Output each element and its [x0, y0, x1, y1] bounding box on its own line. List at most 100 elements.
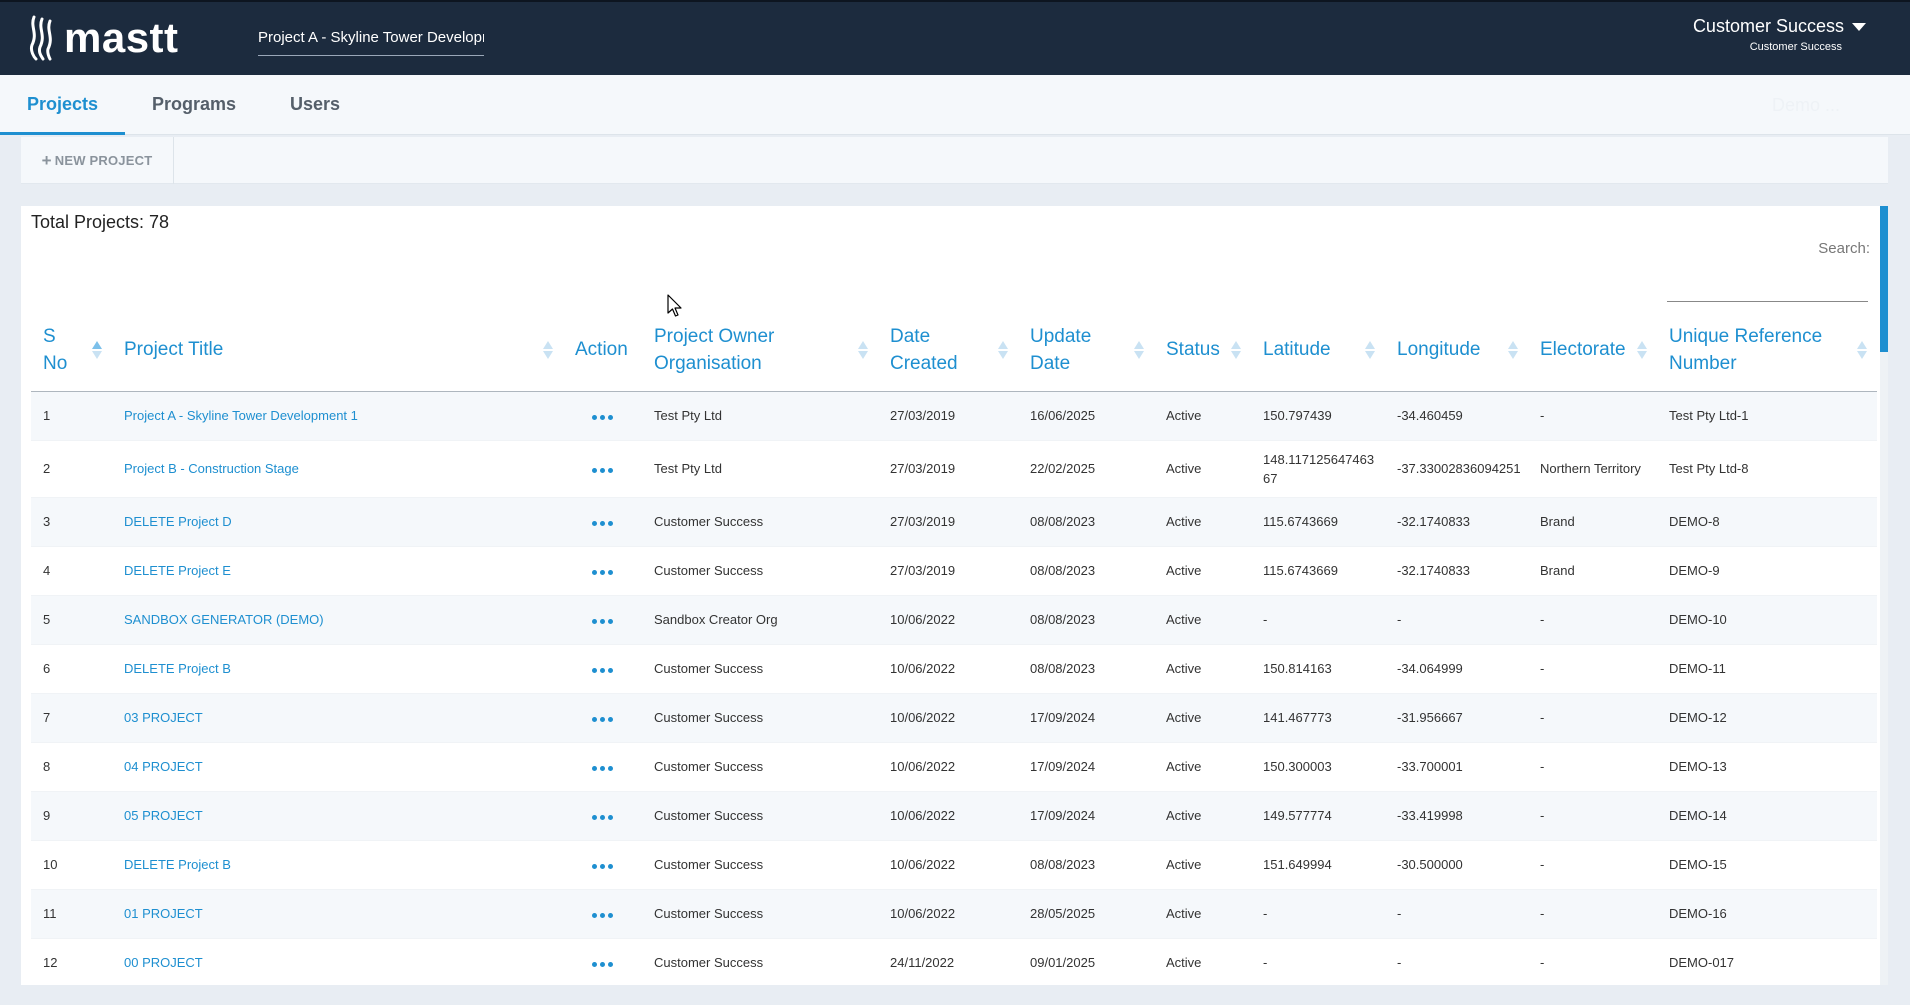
sort-arrows-icon [998, 340, 1008, 359]
project-title-link[interactable]: Project B - Construction Stage [112, 440, 563, 498]
project-title-link[interactable]: 01 PROJECT [112, 889, 563, 939]
action-cell[interactable] [563, 938, 642, 985]
project-title-link[interactable]: DELETE Project B [112, 840, 563, 890]
action-cell[interactable] [563, 497, 642, 547]
action-cell[interactable] [563, 644, 642, 694]
dot [608, 717, 613, 722]
tab-programs[interactable]: Programs [151, 94, 237, 114]
status-cell: Active [1154, 546, 1251, 596]
project-selector[interactable]: Project A - Skyline Tower Development 1 [258, 26, 484, 56]
table-row[interactable]: 6 DELETE Project B Customer Success 10/06/2… [31, 644, 1877, 694]
col-header-date-created[interactable]: Date Created [878, 309, 1018, 392]
dot [592, 815, 597, 820]
col-header-update-date[interactable]: Update Date [1018, 309, 1154, 392]
user-name: Customer Success [1692, 16, 1844, 36]
dot [600, 815, 605, 820]
faded-nav-label: Demo ... [1771, 95, 1840, 115]
dot [600, 864, 605, 869]
action-cell[interactable] [563, 546, 642, 596]
date-created-cell: 10/06/2022 [878, 595, 1018, 645]
more-dots-icon[interactable] [592, 468, 613, 473]
table-row[interactable]: 11 01 PROJECT Customer Success 10/06/2022 28… [31, 889, 1877, 939]
dot [600, 468, 605, 473]
tab-projects[interactable]: Projects [0, 75, 125, 135]
longitude-cell: -31.956667 [1385, 693, 1528, 743]
date-created-cell: 10/06/2022 [878, 693, 1018, 743]
col-header-title[interactable]: Project Title [112, 309, 563, 392]
more-dots-icon[interactable] [592, 717, 613, 722]
longitude-cell: - [1385, 889, 1528, 939]
dot [592, 766, 597, 771]
action-cell[interactable] [563, 693, 642, 743]
action-cell[interactable] [563, 791, 642, 841]
action-cell[interactable] [563, 840, 642, 890]
more-dots-icon[interactable] [592, 864, 613, 869]
col-header-latitude[interactable]: Latitude [1251, 309, 1385, 392]
reference-cell: DEMO-16 [1657, 889, 1877, 939]
longitude-cell: - [1385, 938, 1528, 985]
table-row[interactable]: 8 04 PROJECT Customer Success 10/06/2022 17/… [31, 742, 1877, 792]
table-row[interactable]: 3 DELETE Project D Customer Success 27/03/2… [31, 497, 1877, 547]
action-cell[interactable] [563, 889, 642, 939]
owner-cell: Test Pty Ltd [642, 440, 878, 498]
col-header-sno[interactable]: S No [31, 309, 112, 392]
dot [592, 619, 597, 624]
more-dots-icon[interactable] [592, 962, 613, 967]
electorate-cell: - [1528, 938, 1657, 985]
action-cell[interactable] [563, 595, 642, 645]
table-row[interactable]: 1 Project A - Skyline Tower Development 1… [31, 391, 1877, 441]
col-header-reference[interactable]: Unique Reference Number [1657, 309, 1877, 392]
project-title-link[interactable]: DELETE Project E [112, 546, 563, 596]
col-header-status[interactable]: Status [1154, 309, 1251, 392]
col-header-longitude[interactable]: Longitude [1385, 309, 1528, 392]
user-name-row[interactable]: Customer Success [1693, 16, 1866, 37]
more-dots-icon[interactable] [592, 415, 613, 420]
action-cell[interactable] [563, 440, 642, 498]
project-title-link[interactable]: 04 PROJECT [112, 742, 563, 792]
table-row[interactable]: 5 SANDBOX GENERATOR (DEMO) Sandbox Creator… [31, 595, 1877, 645]
more-dots-icon[interactable] [592, 619, 613, 624]
status-cell: Active [1154, 497, 1251, 547]
action-cell[interactable] [563, 391, 642, 441]
table-row[interactable]: 4 DELETE Project E Customer Success 27/03/2… [31, 546, 1877, 596]
table-row[interactable]: 12 00 PROJECT Customer Success 24/11/2022 09… [31, 938, 1877, 985]
status-cell: Active [1154, 644, 1251, 694]
more-dots-icon[interactable] [592, 913, 613, 918]
reference-cell: DEMO-8 [1657, 497, 1877, 547]
update-date-cell: 09/01/2025 [1018, 938, 1154, 985]
user-menu[interactable]: Customer Success Customer Success [1693, 16, 1866, 53]
project-title-link[interactable]: DELETE Project D [112, 497, 563, 547]
table-row[interactable]: 9 05 PROJECT Customer Success 10/06/2022 17/… [31, 791, 1877, 841]
project-title-link[interactable]: 03 PROJECT [112, 693, 563, 743]
scrollbar[interactable] [1880, 206, 1888, 985]
table-row[interactable]: 2 Project B - Construction Stage Test Pty … [31, 440, 1877, 498]
new-project-button[interactable]: + NEW PROJECT [21, 137, 174, 184]
more-dots-icon[interactable] [592, 766, 613, 771]
tab-users[interactable]: Users [289, 94, 341, 114]
reference-cell: DEMO-14 [1657, 791, 1877, 841]
dot [600, 913, 605, 918]
top-bar: mastt Project A - Skyline Tower Developm… [0, 0, 1910, 75]
project-title-link[interactable]: 00 PROJECT [112, 938, 563, 985]
table-row[interactable]: 7 03 PROJECT Customer Success 10/06/2022 17/… [31, 693, 1877, 743]
dot [600, 415, 605, 420]
col-header-owner[interactable]: Project Owner Organisation [642, 309, 878, 392]
more-dots-icon[interactable] [592, 521, 613, 526]
reference-cell: DEMO-13 [1657, 742, 1877, 792]
table-row[interactable]: 10 DELETE Project B Customer Success 10/06/… [31, 840, 1877, 890]
project-title-link[interactable]: SANDBOX GENERATOR (DEMO) [112, 595, 563, 645]
more-dots-icon[interactable] [592, 668, 613, 673]
action-cell[interactable] [563, 742, 642, 792]
project-title-link[interactable]: Project A - Skyline Tower Development 1 [112, 391, 563, 441]
search-input[interactable] [1667, 301, 1868, 302]
project-title-link[interactable]: DELETE Project B [112, 644, 563, 694]
more-dots-icon[interactable] [592, 815, 613, 820]
project-title-link[interactable]: 05 PROJECT [112, 791, 563, 841]
electorate-cell: - [1528, 644, 1657, 694]
logo[interactable]: mastt [28, 14, 179, 62]
scrollbar-thumb[interactable] [1880, 206, 1888, 352]
new-project-label: NEW PROJECT [54, 153, 153, 168]
more-dots-icon[interactable] [592, 570, 613, 575]
sort-arrows-icon [1231, 340, 1241, 359]
col-header-electorate[interactable]: Electorate [1528, 309, 1657, 392]
